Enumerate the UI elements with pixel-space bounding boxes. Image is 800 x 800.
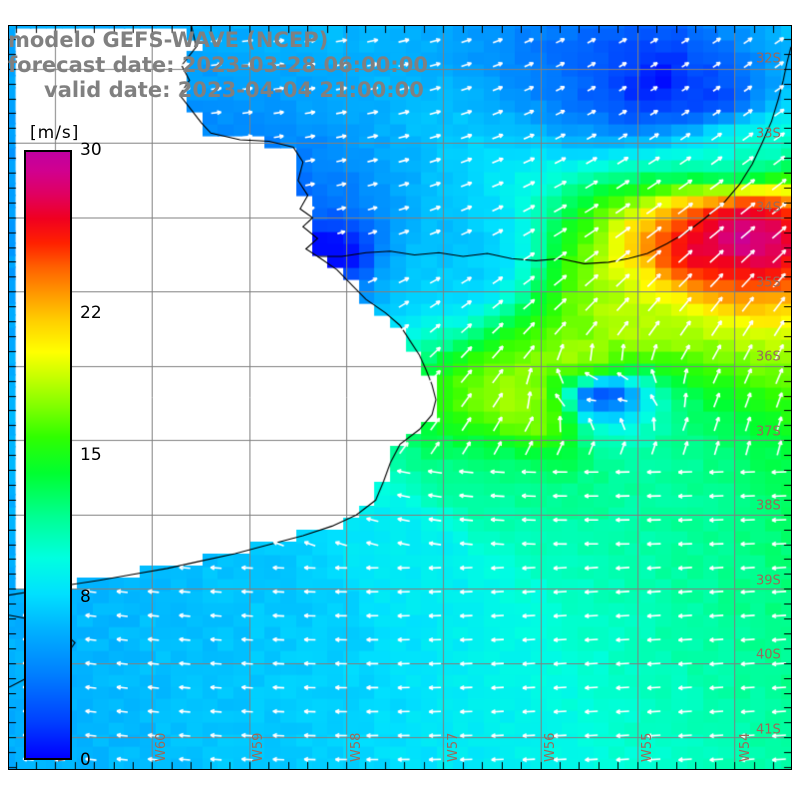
colorbar-unit-label: [m/s]	[30, 123, 80, 143]
colorbar-tick-15: 15	[80, 445, 102, 465]
colorbar-gradient	[24, 150, 72, 760]
colorbar-tick-22: 22	[80, 302, 102, 323]
colorbar-tick-8: 8	[80, 587, 91, 608]
plot-frame	[8, 25, 792, 770]
colorbar-tick-0: 0	[80, 750, 91, 770]
wind-speed-field	[9, 26, 791, 769]
colorbar-tick-30: 30	[80, 140, 102, 160]
